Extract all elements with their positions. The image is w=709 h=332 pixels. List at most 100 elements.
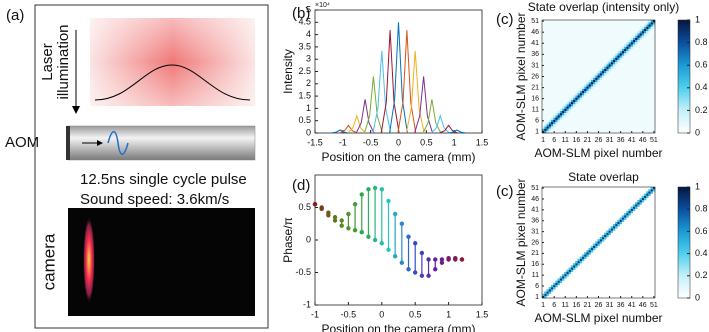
heatmap-cell	[621, 53, 625, 56]
heatmap-cell	[650, 24, 653, 27]
laser-beam-fade	[90, 18, 255, 106]
heatmap-cell	[630, 39, 634, 43]
heatmap-cell	[588, 86, 591, 89]
heatmap-cell	[635, 206, 638, 209]
phase-point	[346, 211, 351, 217]
phase-point	[326, 210, 331, 215]
heatmap-cell	[623, 46, 627, 50]
y-tick-label: 11	[532, 107, 539, 114]
heatmap-cell	[617, 51, 620, 54]
heatmap-cell	[544, 293, 547, 297]
heatmap-cell	[648, 22, 651, 25]
heatmap-cell	[555, 121, 558, 125]
y-tick-label: 11	[532, 272, 539, 279]
heatmap-cell	[646, 31, 649, 34]
heatmap-cell	[555, 117, 558, 120]
heatmap-cell	[564, 106, 567, 109]
heatmap-cell	[577, 261, 580, 264]
x-tick-label: -0.5	[363, 137, 379, 147]
heatmap-cell	[617, 221, 620, 225]
heatmap-cell	[615, 57, 618, 61]
heatmap-cell	[606, 68, 609, 72]
y-tick-label: 1	[535, 294, 539, 301]
heatmap-cell	[604, 73, 607, 76]
y-tick-label: 3	[306, 54, 311, 64]
phase-point	[406, 234, 411, 239]
heatmap-cell	[617, 219, 620, 223]
heatmap-cell	[542, 128, 545, 131]
heatmap-cell	[619, 51, 622, 54]
y-tick-label: 4.5	[298, 17, 311, 27]
colorbar	[677, 186, 691, 299]
heatmap-cell	[617, 57, 620, 61]
heatmap-cell	[617, 224, 620, 227]
heatmap-cell	[584, 256, 587, 260]
colorbar-tick-label: 0.2	[695, 270, 708, 280]
phase-point	[386, 247, 391, 252]
phase-point	[419, 273, 425, 278]
heatmap-cell	[570, 269, 574, 273]
chart-title: State overlap (intensity only)	[528, 0, 679, 14]
x-tick-label: 0	[379, 309, 384, 319]
heatmap-cell	[641, 197, 645, 201]
heatmap-cell	[559, 113, 563, 116]
phase-point	[413, 270, 418, 275]
heatmap-cell	[606, 234, 609, 238]
heatmap-cell	[566, 269, 569, 273]
phase-point	[413, 241, 418, 246]
panel: (d) -1 -0.5 0 0.5 1 1.5 -1 -0.5 0 0.5 Position on t…	[281, 174, 489, 332]
x-tick-label: 46	[639, 137, 647, 144]
heatmap-cell	[573, 97, 576, 100]
heatmap-cell	[612, 228, 616, 231]
heatmap-cell	[550, 121, 554, 125]
heatmap-cell	[584, 252, 587, 255]
heatmap-cell	[568, 106, 572, 109]
heatmap-cell	[555, 115, 558, 118]
heatmap-cell	[610, 57, 614, 61]
x-tick-label: 36	[617, 137, 625, 144]
transducer	[66, 126, 70, 160]
heatmap-cell	[632, 204, 636, 207]
x-axis-label: AOM-SLM pixel number	[534, 311, 662, 325]
y-tick-label: 1	[306, 103, 311, 113]
heatmap-cell	[579, 256, 583, 260]
heatmap-cell	[648, 191, 651, 194]
heatmap-cell	[559, 276, 563, 279]
heatmap-cell	[630, 210, 634, 214]
x-tick-label: 11	[562, 302, 569, 309]
heatmap-cell	[590, 245, 594, 249]
heatmap-cell	[615, 59, 618, 63]
y-tick-label: 1.5	[298, 90, 311, 100]
phase-point	[312, 202, 318, 207]
heatmap-cell	[610, 226, 614, 229]
heatmap-cell	[550, 287, 554, 290]
y-tick-label: 21	[531, 250, 539, 257]
x-tick-label: 51	[650, 137, 658, 144]
heatmap-cell	[568, 108, 572, 112]
heatmap-cell	[595, 77, 598, 81]
heatmap-cell	[637, 39, 640, 43]
panel-label: (c)	[496, 183, 514, 200]
heatmap-cell	[586, 90, 589, 94]
heatmap-cell	[650, 191, 653, 194]
phase-point	[332, 215, 338, 220]
heatmap-cell	[610, 66, 614, 69]
x-tick-label: 1.5	[476, 309, 489, 319]
heatmap-cell	[601, 234, 605, 238]
heatmap-cell	[586, 252, 589, 255]
heatmap-cell	[608, 232, 611, 236]
heatmap-cell	[564, 276, 567, 279]
heatmap-cell	[561, 278, 565, 281]
x-axis-label: Position on the camera (mm)	[321, 150, 475, 164]
curve	[372, 50, 392, 134]
heatmap-cell	[568, 104, 572, 107]
heatmap-cell	[648, 189, 651, 192]
phase-point	[332, 218, 338, 223]
phase-point	[439, 257, 445, 262]
heatmap-cell	[575, 265, 578, 268]
heatmap-cell	[590, 77, 594, 81]
x-axis-label: AOM-SLM pixel number	[534, 146, 662, 160]
heatmap-cell	[597, 77, 600, 81]
heatmap-cell	[586, 82, 589, 85]
heatmap-cell	[570, 101, 574, 105]
